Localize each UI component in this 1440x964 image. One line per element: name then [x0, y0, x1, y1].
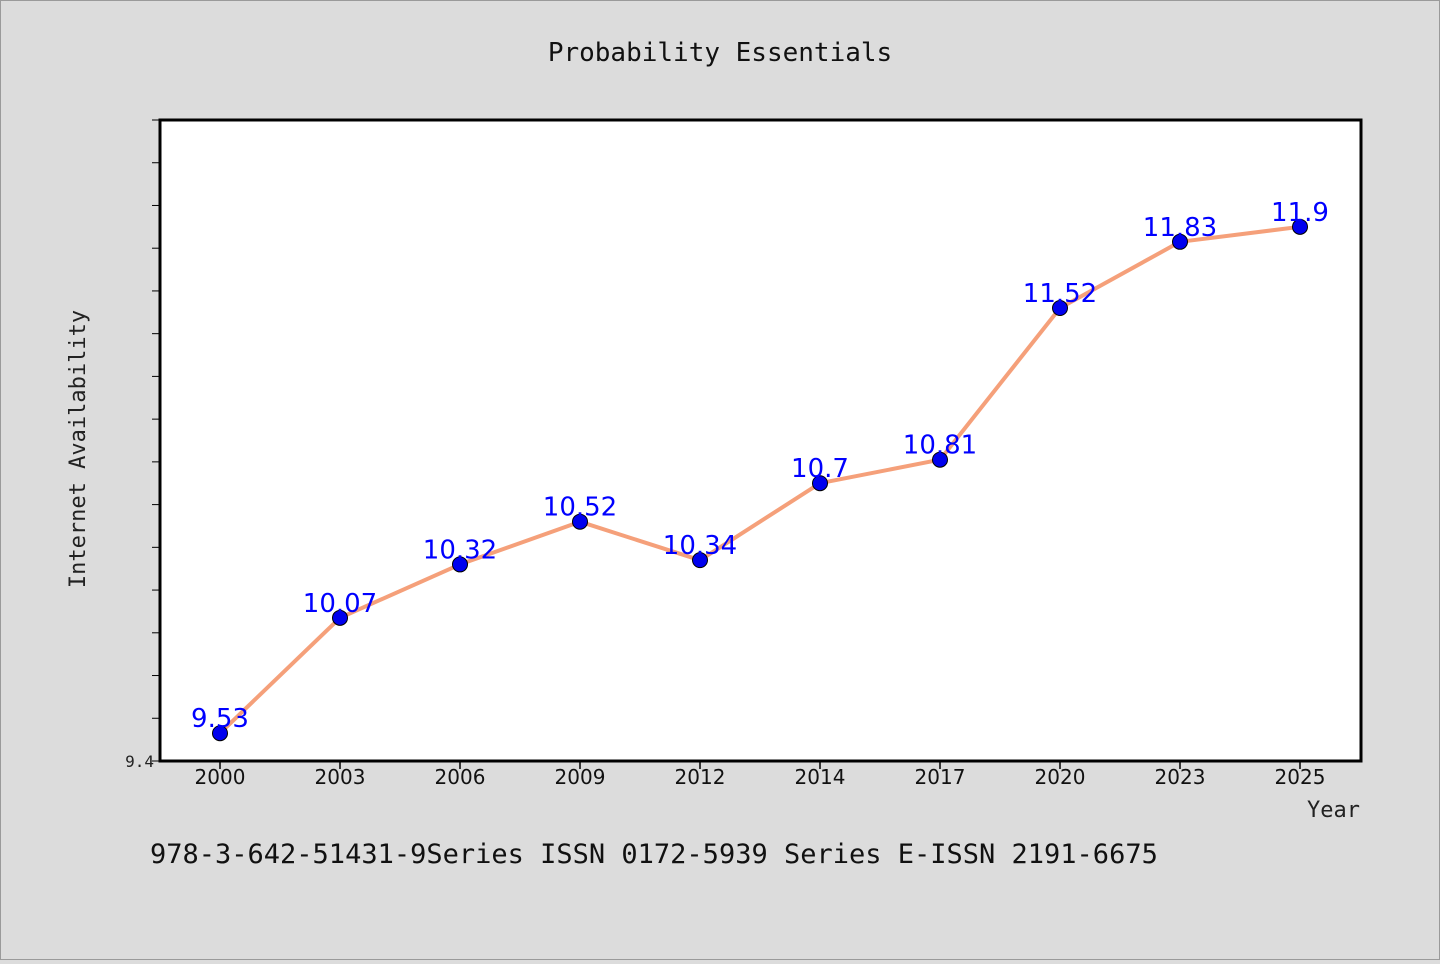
x-tick-label: 2009 [555, 765, 606, 789]
data-labels: 9.53 10.07 10.32 10.52 10.34 10.7 10.81 11.52 11… [191, 198, 1329, 734]
data-label: 11.83 [1143, 213, 1217, 243]
data-point-marker [1292, 218, 1308, 235]
data-point-marker [1172, 233, 1188, 250]
x-tick-label: 2025 [1275, 765, 1326, 789]
data-label: 10.07 [303, 589, 377, 619]
data-point-marker [452, 556, 468, 573]
x-tick-label: 2017 [915, 765, 966, 789]
plot-border [158, 118, 1363, 763]
data-label: 10.32 [423, 535, 497, 565]
x-axis-label: Year [1307, 798, 1360, 823]
x-tick-label: 2012 [675, 765, 726, 789]
x-tick-label: 2020 [1035, 765, 1086, 789]
x-tick-label: 2003 [315, 765, 366, 789]
data-point-marker [332, 609, 348, 626]
y-axis-label: Internet Availability [66, 310, 91, 588]
data-point-marker [572, 513, 588, 530]
plot-area [160, 120, 1361, 761]
series-line [218, 224, 1302, 736]
y-axis-tick-labels: 9.4 [125, 752, 154, 771]
data-label: 9.53 [191, 704, 249, 734]
data-label: 10.81 [903, 431, 977, 461]
x-tick-label: 2000 [195, 765, 246, 789]
data-label: 10.34 [663, 531, 737, 561]
data-label: 11.52 [1023, 279, 1097, 309]
data-point-marker [1052, 300, 1068, 317]
footer-isbn-issn-text: 978-3-642-51431-9Series ISSN 0172-5939 S… [150, 839, 1158, 870]
data-point-marker [812, 475, 828, 492]
data-label: 10.7 [791, 454, 849, 484]
y-tick-label: 9.4 [125, 752, 154, 771]
data-label: 11.9 [1271, 198, 1329, 228]
chart-title: Probability Essentials [548, 38, 892, 68]
data-point-marker [692, 552, 708, 569]
data-point-marker [212, 725, 228, 742]
data-label: 10.52 [543, 493, 617, 523]
series-markers [212, 218, 1308, 742]
x-tick-label: 2014 [795, 765, 846, 789]
x-tick-label: 2023 [1155, 765, 1206, 789]
x-tick-label: 2006 [435, 765, 486, 789]
data-point-marker [932, 451, 948, 468]
x-axis-tick-labels: 2000 2003 2006 2009 2012 2014 2017 2020 2023 2025 [195, 765, 1326, 789]
